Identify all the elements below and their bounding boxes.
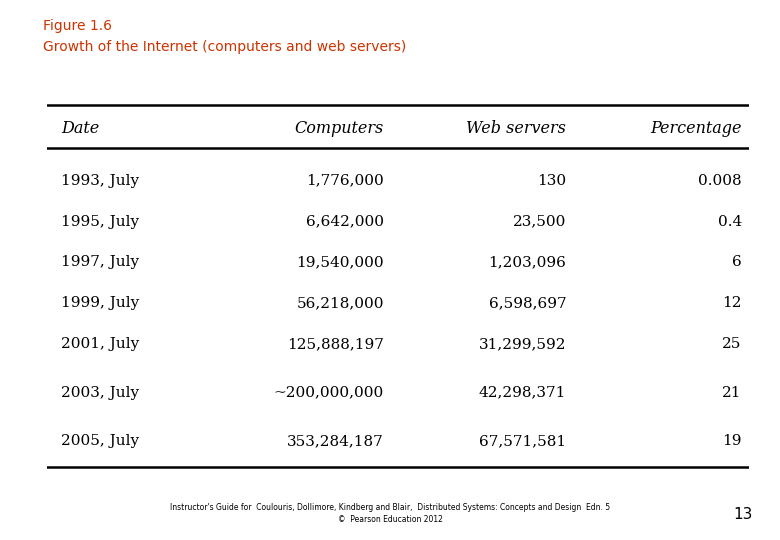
Text: Growth of the Internet (computers and web servers): Growth of the Internet (computers and we… [43,40,406,55]
Text: 1995, July: 1995, July [61,214,139,228]
Text: 56,218,000: 56,218,000 [296,296,384,310]
Text: ©  Pearson Education 2012: © Pearson Education 2012 [338,515,442,524]
Text: Percentage: Percentage [651,120,742,137]
Text: 1993, July: 1993, July [61,174,139,188]
Text: 2003, July: 2003, July [61,386,139,400]
Text: 125,888,197: 125,888,197 [287,337,384,351]
Text: Computers: Computers [295,120,384,137]
Text: 0.008: 0.008 [698,174,742,188]
Text: Instructor's Guide for  Coulouris, Dollimore, Kindberg and Blair,  Distributed S: Instructor's Guide for Coulouris, Dollim… [170,503,610,512]
Text: 25: 25 [722,337,742,351]
Text: 6,598,697: 6,598,697 [488,296,566,310]
Text: 2005, July: 2005, July [61,434,139,448]
Text: 6,642,000: 6,642,000 [306,214,384,228]
Text: Date: Date [61,120,99,137]
Text: 19,540,000: 19,540,000 [296,255,384,269]
Text: ~200,000,000: ~200,000,000 [274,386,384,400]
Text: 21: 21 [722,386,742,400]
Text: Web servers: Web servers [466,120,566,137]
Text: 0.4: 0.4 [718,214,742,228]
Text: 12: 12 [722,296,742,310]
Text: 130: 130 [537,174,566,188]
Text: 13: 13 [733,507,753,522]
Text: 31,299,592: 31,299,592 [479,337,566,351]
Text: 1997, July: 1997, July [61,255,139,269]
Text: 19: 19 [722,434,742,448]
Text: 42,298,371: 42,298,371 [479,386,566,400]
Text: 1999, July: 1999, July [61,296,139,310]
Text: 1,776,000: 1,776,000 [306,174,384,188]
Text: 353,284,187: 353,284,187 [287,434,384,448]
Text: Figure 1.6: Figure 1.6 [43,19,112,33]
Text: 23,500: 23,500 [513,214,566,228]
Text: 6: 6 [732,255,742,269]
Text: 67,571,581: 67,571,581 [479,434,566,448]
Text: 2001, July: 2001, July [61,337,139,351]
Text: 1,203,096: 1,203,096 [488,255,566,269]
